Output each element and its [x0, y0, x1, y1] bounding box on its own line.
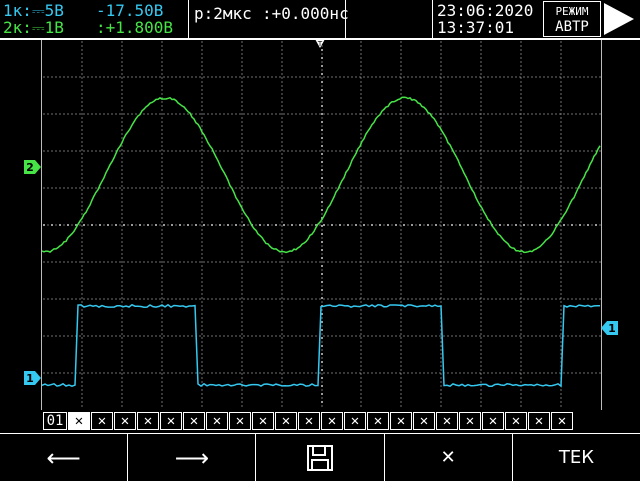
right-arrow-button[interactable]: ⟶: [128, 434, 256, 481]
header-separator: [432, 0, 433, 38]
ch2-offset[interactable]: :+1.800В: [96, 19, 173, 37]
mode-indicator[interactable]: РЕЖИМ АВТР: [543, 1, 601, 37]
trigger-level-label: 1: [608, 322, 616, 335]
trigger-position-icon: T: [314, 38, 326, 50]
channel-cell[interactable]: ✕: [91, 412, 113, 430]
ch2-marker-icon[interactable]: 2: [24, 160, 42, 174]
channel-cell[interactable]: ✕: [321, 412, 343, 430]
ch2-scale[interactable]: 2к:⎓1В: [3, 19, 64, 37]
channel-cell[interactable]: ✕: [367, 412, 389, 430]
channel-cell[interactable]: ✕: [252, 412, 274, 430]
channel-cell[interactable]: ✕: [436, 412, 458, 430]
channel-bar-label: 01: [43, 412, 67, 430]
channel-cell[interactable]: ✕: [482, 412, 504, 430]
waveform-display: [42, 40, 601, 410]
channel-cell[interactable]: ✕: [206, 412, 228, 430]
channel-cell[interactable]: ✕: [505, 412, 527, 430]
channel-cell[interactable]: ✕: [229, 412, 251, 430]
left-arrow-icon: ⟵: [46, 444, 80, 472]
trigger-offset[interactable]: :+0.000нс: [262, 5, 349, 23]
close-button[interactable]: ✕: [385, 434, 513, 481]
channel-cell[interactable]: ✕: [344, 412, 366, 430]
channel-cell[interactable]: ✕: [528, 412, 550, 430]
channel-cell[interactable]: ✕: [390, 412, 412, 430]
trigger-position-label: T: [317, 40, 323, 48]
channel-cell[interactable]: ✕: [275, 412, 297, 430]
tek-label: ТЕК: [559, 447, 594, 468]
channel-cell[interactable]: ✕: [114, 412, 136, 430]
scope-screen[interactable]: [41, 40, 602, 410]
ch1-marker-icon[interactable]: 1: [24, 371, 42, 385]
ch2-trace: [42, 97, 600, 252]
channel-cell[interactable]: ✕: [551, 412, 573, 430]
right-arrow-icon: ⟶: [175, 444, 209, 472]
clock-time: 13:37:01: [437, 19, 514, 37]
graticule: [43, 41, 601, 407]
channel-cell[interactable]: ✕: [68, 412, 90, 430]
softkey-bar: ⟵ ⟶ ✕ ТЕК: [0, 433, 640, 481]
channel-cell[interactable]: ✕: [183, 412, 205, 430]
channel-cell[interactable]: ✕: [298, 412, 320, 430]
tek-button[interactable]: ТЕК: [513, 434, 640, 481]
channel-cell[interactable]: ✕: [137, 412, 159, 430]
floppy-disk-icon: [306, 444, 334, 472]
channel-cell[interactable]: ✕: [459, 412, 481, 430]
channel-cell[interactable]: ✕: [413, 412, 435, 430]
header-separator: [188, 0, 189, 38]
mode-line1: РЕЖИМ: [544, 6, 600, 17]
save-button[interactable]: [256, 434, 384, 481]
mode-line2: АВТР: [544, 20, 600, 34]
ch1-marker-label: 1: [26, 372, 34, 385]
timebase[interactable]: р:2мкс: [194, 5, 252, 23]
close-icon: ✕: [441, 447, 456, 468]
channel-bar: 01 ✕ ✕ ✕ ✕ ✕ ✕ ✕ ✕ ✕ ✕ ✕ ✕ ✕ ✕ ✕ ✕ ✕ ✕ ✕ ✕ ✕ ✕: [43, 412, 600, 432]
left-arrow-button[interactable]: ⟵: [0, 434, 128, 481]
run-state-icon[interactable]: [604, 3, 634, 35]
channel-cell[interactable]: ✕: [160, 412, 182, 430]
trigger-level-icon[interactable]: 1: [601, 321, 619, 335]
ch2-marker-label: 2: [26, 161, 34, 174]
